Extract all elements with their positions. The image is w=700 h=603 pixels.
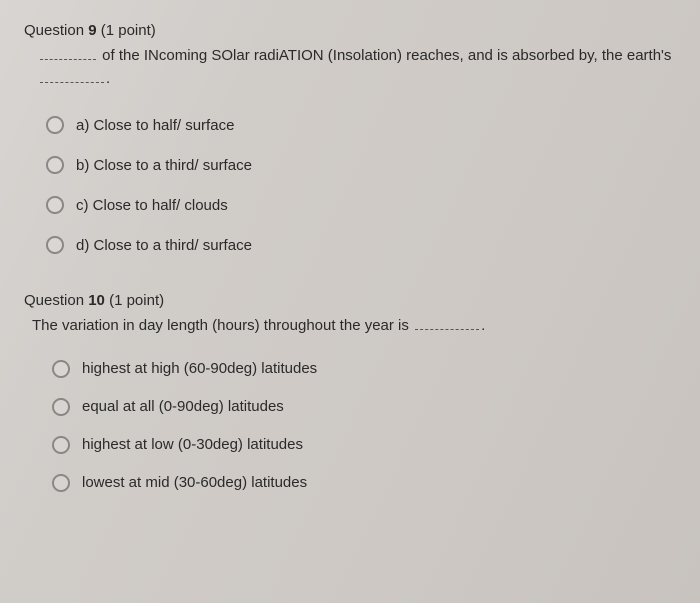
option-9-a[interactable]: a) Close to half/ surface [46,116,680,134]
option-label: a) Close to half/ surface [76,117,234,134]
stem-part: The variation in day length (hours) thro… [32,317,413,334]
option-label: d) Close to a third/ surface [76,237,252,254]
radio-icon[interactable] [52,436,70,454]
option-label: highest at high (60-90deg) latitudes [82,360,317,377]
option-10-a[interactable]: highest at high (60-90deg) latitudes [52,360,680,378]
option-9-b[interactable]: b) Close to a third/ surface [46,156,680,174]
radio-icon[interactable] [52,474,70,492]
stem-suffix: . [106,70,110,87]
radio-icon[interactable] [46,236,64,254]
option-10-c[interactable]: highest at low (0-30deg) latitudes [52,436,680,454]
blank-fill [40,46,96,60]
stem-part: of the INcoming SOlar radiATION (Insolat… [98,47,671,64]
question-word: Question [24,22,84,39]
option-10-b[interactable]: equal at all (0-90deg) latitudes [52,398,680,416]
radio-icon[interactable] [46,196,64,214]
question-9-stem: of the INcoming SOlar radiATION (Insolat… [38,45,680,90]
radio-icon[interactable] [52,398,70,416]
question-word: Question [24,292,84,309]
question-number: 10 [88,292,105,309]
option-10-d[interactable]: lowest at mid (30-60deg) latitudes [52,474,680,492]
question-points: (1 point) [109,292,164,309]
blank-fill [415,316,479,330]
option-label: b) Close to a third/ surface [76,157,252,174]
question-9-block: Question 9 (1 point) of the INcoming SOl… [24,22,680,254]
radio-icon[interactable] [46,116,64,134]
option-label: highest at low (0-30deg) latitudes [82,436,303,453]
option-label: equal at all (0-90deg) latitudes [82,398,284,415]
option-9-c[interactable]: c) Close to half/ clouds [46,196,680,214]
blank-fill [40,68,104,82]
radio-icon[interactable] [52,360,70,378]
question-10-block: Question 10 (1 point) The variation in d… [24,292,680,492]
stem-suffix: . [481,317,485,334]
option-9-d[interactable]: d) Close to a third/ surface [46,236,680,254]
question-10-options: highest at high (60-90deg) latitudes equ… [52,360,680,492]
question-10-stem: The variation in day length (hours) thro… [32,315,680,338]
question-9-header: Question 9 (1 point) [24,22,680,39]
question-9-options: a) Close to half/ surface b) Close to a … [46,116,680,254]
question-number: 9 [88,22,96,39]
option-label: lowest at mid (30-60deg) latitudes [82,474,307,491]
question-10-header: Question 10 (1 point) [24,292,680,309]
question-points: (1 point) [101,22,156,39]
option-label: c) Close to half/ clouds [76,197,228,214]
radio-icon[interactable] [46,156,64,174]
